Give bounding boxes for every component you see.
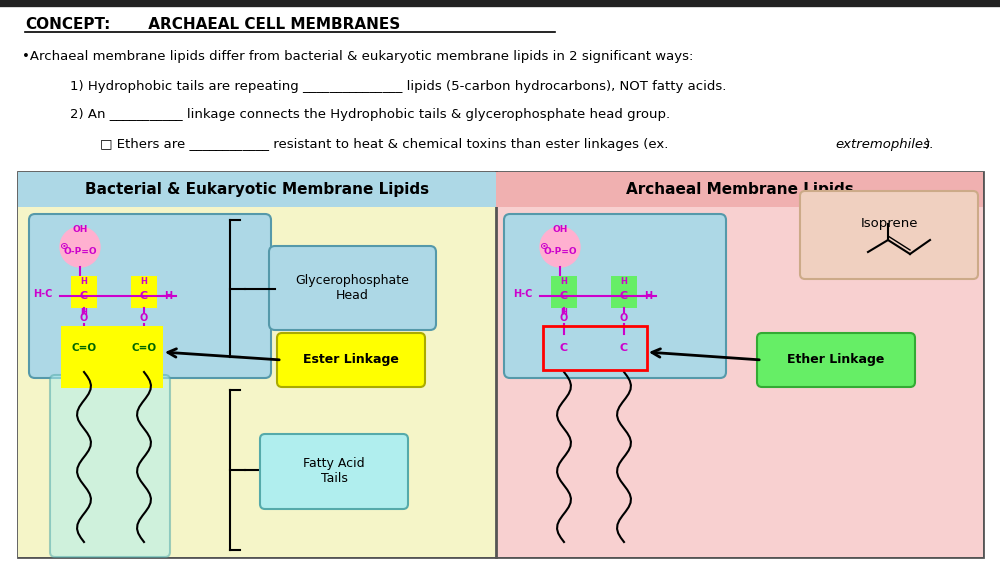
Text: O: O [80, 313, 88, 323]
Text: H: H [81, 308, 87, 317]
Text: H-C: H-C [33, 289, 52, 299]
Text: H: H [141, 278, 147, 287]
Text: O-P=O: O-P=O [63, 247, 97, 256]
FancyBboxPatch shape [18, 172, 496, 557]
Text: -H: -H [642, 291, 654, 301]
Text: 2) An ___________ linkage connects the Hydrophobic tails & glycerophosphate head: 2) An ___________ linkage connects the H… [70, 108, 670, 121]
Text: ⊙: ⊙ [59, 241, 67, 251]
FancyBboxPatch shape [18, 172, 496, 207]
Circle shape [540, 227, 580, 267]
FancyBboxPatch shape [260, 434, 408, 509]
FancyBboxPatch shape [131, 276, 157, 308]
Text: Isoprene: Isoprene [860, 217, 918, 230]
FancyBboxPatch shape [757, 333, 915, 387]
Text: C: C [80, 291, 88, 301]
Text: ⊙: ⊙ [539, 241, 547, 251]
Text: C=O: C=O [131, 343, 157, 353]
FancyBboxPatch shape [496, 172, 983, 207]
Text: Archaeal Membrane Lipids: Archaeal Membrane Lipids [626, 182, 854, 197]
Text: •Archaeal membrane lipids differ from bacterial & eukaryotic membrane lipids in : •Archaeal membrane lipids differ from ba… [22, 50, 693, 63]
FancyBboxPatch shape [18, 172, 983, 557]
Text: C=O: C=O [71, 343, 97, 353]
FancyBboxPatch shape [611, 276, 637, 308]
Text: OH: OH [552, 225, 568, 234]
FancyBboxPatch shape [61, 326, 163, 388]
Text: Ether Linkage: Ether Linkage [787, 353, 885, 366]
Text: O-P=O: O-P=O [543, 247, 577, 256]
Text: O: O [620, 313, 628, 323]
Text: H: H [561, 308, 567, 317]
FancyBboxPatch shape [71, 276, 97, 308]
Text: Bacterial & Eukaryotic Membrane Lipids: Bacterial & Eukaryotic Membrane Lipids [85, 182, 429, 197]
Text: Ester Linkage: Ester Linkage [303, 353, 399, 366]
Text: CONCEPT:: CONCEPT: [25, 17, 110, 32]
FancyBboxPatch shape [800, 191, 978, 279]
Text: C: C [140, 291, 148, 301]
Text: O: O [140, 313, 148, 323]
Text: H-C: H-C [513, 289, 532, 299]
Text: C: C [620, 343, 628, 353]
Text: C: C [560, 343, 568, 353]
Text: Glycerophosphate
Head: Glycerophosphate Head [296, 274, 409, 302]
FancyBboxPatch shape [504, 214, 726, 378]
Text: □ Ethers are ____________ resistant to heat & chemical toxins than ester linkage: □ Ethers are ____________ resistant to h… [100, 138, 673, 151]
FancyBboxPatch shape [277, 333, 425, 387]
FancyBboxPatch shape [496, 172, 983, 557]
FancyBboxPatch shape [269, 246, 436, 330]
Text: -H: -H [162, 291, 174, 301]
Text: OH: OH [72, 225, 88, 234]
FancyBboxPatch shape [50, 375, 170, 557]
Text: H: H [621, 278, 627, 287]
Text: H: H [561, 278, 567, 287]
FancyBboxPatch shape [551, 276, 577, 308]
Text: C: C [620, 291, 628, 301]
Circle shape [60, 227, 100, 267]
FancyBboxPatch shape [29, 214, 271, 378]
Text: H: H [81, 278, 87, 287]
Text: ).: ). [925, 138, 934, 151]
Text: ARCHAEAL CELL MEMBRANES: ARCHAEAL CELL MEMBRANES [143, 17, 400, 32]
Text: O: O [560, 313, 568, 323]
Text: 1) Hydrophobic tails are repeating _______________ lipids (5-carbon hydrocarbons: 1) Hydrophobic tails are repeating _____… [70, 80, 726, 93]
Text: C: C [560, 291, 568, 301]
Text: Fatty Acid
Tails: Fatty Acid Tails [303, 457, 365, 486]
Text: extremophiles: extremophiles [835, 138, 930, 151]
